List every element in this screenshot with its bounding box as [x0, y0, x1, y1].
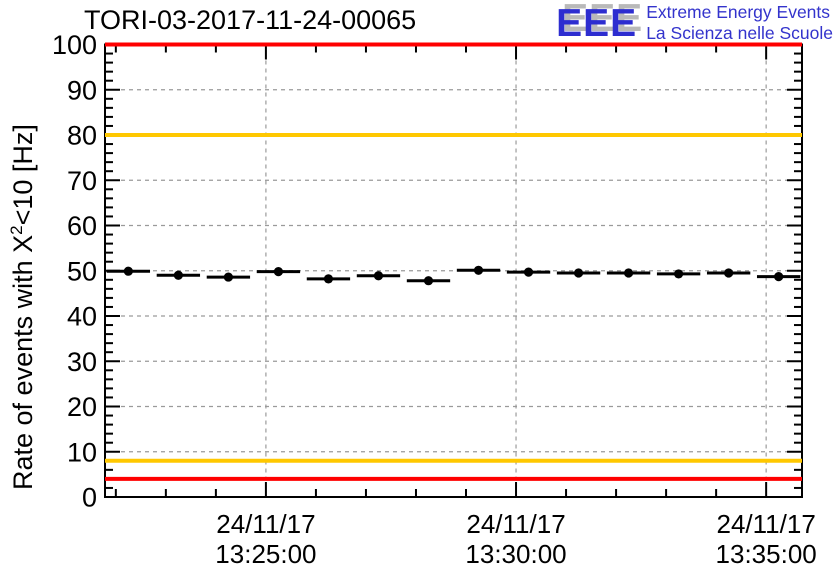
y-tick-label: 20	[67, 392, 97, 422]
data-point	[373, 271, 384, 281]
threshold-lines	[105, 42, 802, 481]
data-point	[223, 272, 233, 282]
data-point	[323, 274, 334, 284]
y-tick-label: 100	[52, 30, 97, 60]
y-axis-title-superscript: 2	[7, 225, 26, 235]
grid-lines	[105, 44, 802, 497]
data-point	[674, 269, 684, 279]
y-axis-title-prefix: Rate of events with X	[8, 234, 38, 490]
y-tick-label: 70	[67, 166, 97, 196]
data-point	[273, 267, 284, 277]
y-tick-label: 80	[67, 121, 97, 151]
eee-tagline-line2: La Scienza nelle Scuole	[646, 23, 833, 44]
plot-title: TORI-03-2017-11-24-00065	[84, 5, 417, 35]
y-tick-label: 60	[67, 211, 97, 241]
x-tick-label-time: 13:30:00	[465, 539, 566, 569]
data-point	[473, 265, 484, 275]
y-tick-label: 10	[67, 437, 97, 467]
data-point	[573, 268, 584, 278]
y-tick-label: 0	[82, 483, 97, 513]
data-series	[106, 265, 801, 286]
eee-logo-taglines: Extreme Energy Events La Scienza nelle S…	[646, 2, 833, 45]
x-tick-label-date: 24/11/17	[216, 509, 315, 539]
y-tick-labels: 0 10 20 30 40 50 60 70 80 90 100	[52, 30, 97, 512]
x-tick-label-date: 24/11/17	[717, 509, 816, 539]
data-point	[774, 272, 784, 282]
y-tick-label: 30	[67, 347, 97, 377]
eee-logo: EEE Extreme Energy Events La Scienza nel…	[556, 2, 833, 45]
y-axis-title-suffix: <10 [Hz]	[8, 124, 38, 226]
eee-logo-acronym: EEE	[556, 1, 638, 45]
data-point	[423, 276, 434, 286]
x-tick-label-time: 13:35:00	[716, 539, 817, 569]
data-point	[724, 268, 734, 278]
data-point	[623, 268, 634, 278]
x-tick-labels: 24/11/1713:25:0024/11/1713:30:0024/11/17…	[215, 509, 816, 569]
x-tick-label-time: 13:25:00	[215, 539, 316, 569]
x-tick-label-date: 24/11/17	[466, 509, 565, 539]
y-tick-label: 50	[67, 256, 97, 286]
y-tick-label: 90	[67, 75, 97, 105]
y-tick-label: 40	[67, 302, 97, 332]
eee-tagline-line1: Extreme Energy Events	[646, 2, 831, 22]
data-point	[123, 266, 133, 276]
data-point	[523, 267, 534, 277]
y-axis-title: Rate of events with X2<10 [Hz]	[7, 124, 39, 490]
data-point	[173, 270, 183, 280]
